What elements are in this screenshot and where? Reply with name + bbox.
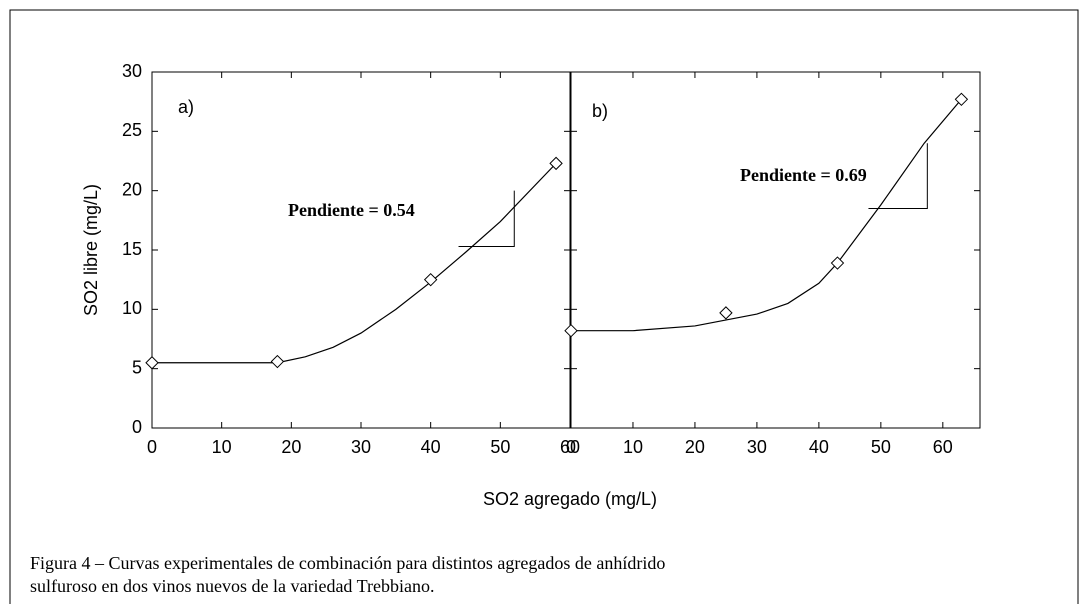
y-tick-label: 10 <box>122 298 142 318</box>
annotation: Pendiente = 0.69 <box>740 165 867 185</box>
panel-label: b) <box>592 101 608 121</box>
x-tick-label: 30 <box>747 437 767 457</box>
x-tick-label: 40 <box>421 437 441 457</box>
plot-area <box>151 71 571 429</box>
y-tick-label: 5 <box>132 357 142 377</box>
caption: sulfuroso en dos vinos nuevos de la vari… <box>30 576 434 596</box>
plot-area <box>570 71 981 429</box>
data-point <box>954 92 969 107</box>
x-tick-label: 50 <box>871 437 891 457</box>
y-tick-label: 0 <box>132 417 142 437</box>
data-point <box>270 354 285 369</box>
y-tick-label: 20 <box>122 179 142 199</box>
annotation: Pendiente = 0.54 <box>288 200 415 220</box>
data-point <box>719 306 733 320</box>
x-tick-label: 50 <box>490 437 510 457</box>
data-point <box>830 256 845 270</box>
x-tick-label: 0 <box>566 437 576 457</box>
x-tick-label: 20 <box>281 437 301 457</box>
panel-label: a) <box>178 97 194 117</box>
x-tick-label: 60 <box>560 437 580 457</box>
x-tick-label: 10 <box>212 437 232 457</box>
y-tick-label: 30 <box>122 61 142 81</box>
x-axis-label: SO2 agregado (mg/L) <box>483 489 657 509</box>
x-tick-label: 30 <box>351 437 371 457</box>
caption: Figura 4 – Curvas experimentales de comb… <box>30 553 665 573</box>
x-tick-label: 20 <box>685 437 705 457</box>
data-point <box>549 156 563 171</box>
y-tick-label: 15 <box>122 239 142 259</box>
slope-triangle <box>458 190 515 247</box>
x-tick-label: 40 <box>809 437 829 457</box>
data-point <box>423 272 438 287</box>
data-point <box>145 356 159 370</box>
y-axis-label: SO2 libre (mg/L) <box>81 184 101 316</box>
x-tick-label: 10 <box>623 437 643 457</box>
x-tick-label: 60 <box>933 437 953 457</box>
slope-triangle <box>868 143 928 209</box>
fit-curve <box>571 98 962 332</box>
fit-curve <box>152 162 557 364</box>
x-tick-label: 0 <box>147 437 157 457</box>
y-tick-label: 25 <box>122 120 142 140</box>
frame <box>9 9 1079 604</box>
data-point <box>564 323 578 338</box>
